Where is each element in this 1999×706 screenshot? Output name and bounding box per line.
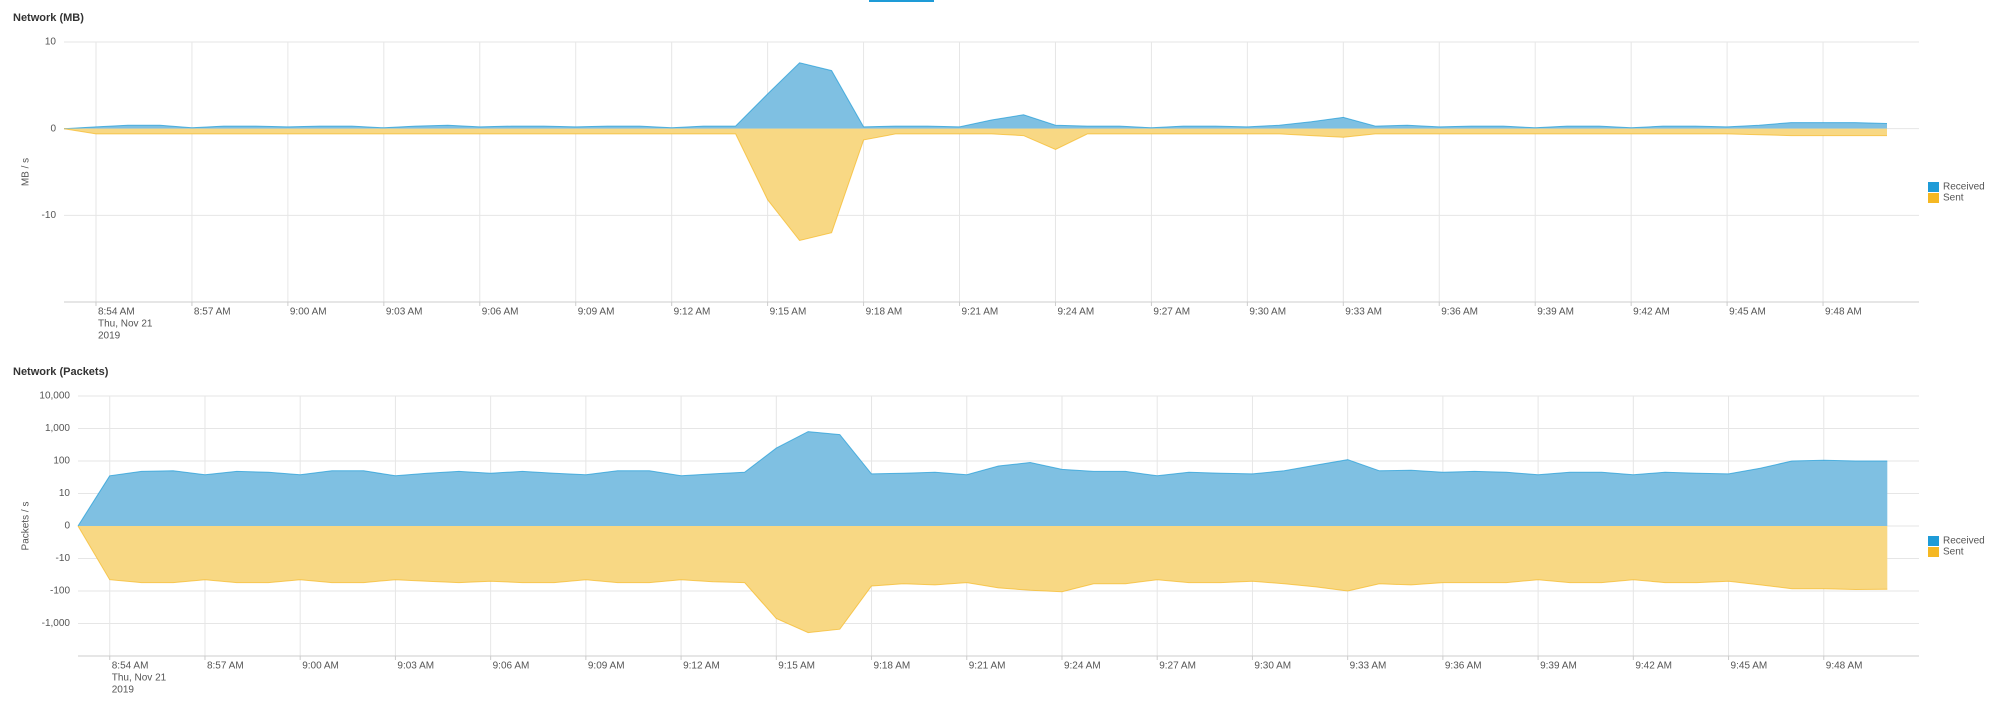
- x-tick-label: 9:36 AM: [1445, 661, 1482, 672]
- area-line: [63, 62, 1888, 130]
- legend-label: Sent: [1943, 193, 1964, 204]
- x-tick-label: 9:30 AM: [1254, 661, 1291, 672]
- x-tick-label: 9:45 AM: [1731, 661, 1768, 672]
- x-tick-label: 9:06 AM: [493, 661, 530, 672]
- x-tick-label: 9:42 AM: [1635, 661, 1672, 672]
- y-tick-label: 10: [59, 488, 71, 499]
- x-tick-label: 9:24 AM: [1057, 307, 1094, 318]
- x-tick-label: 9:48 AM: [1826, 661, 1863, 672]
- x-tick-label: 8:54 AM: [112, 661, 149, 672]
- area: [78, 431, 1888, 526]
- x-tick-label: 9:21 AM: [962, 307, 999, 318]
- legend-swatch: [1928, 182, 1939, 192]
- x-tick-label: 9:42 AM: [1633, 307, 1670, 318]
- y-tick-label: 100: [53, 456, 70, 467]
- tab-indicator: [869, 0, 934, 2]
- legend-label: Received: [1943, 182, 1985, 193]
- y-tick-label: 0: [50, 123, 56, 134]
- area-line: [77, 525, 1888, 634]
- area: [64, 62, 1887, 129]
- x-tick-label: 9:21 AM: [969, 661, 1006, 672]
- x-tick-label: 9:27 AM: [1159, 661, 1196, 672]
- y-tick-label: -10: [56, 553, 71, 564]
- x-tick-label: 9:06 AM: [482, 307, 519, 318]
- x-tick-label: 9:27 AM: [1153, 307, 1190, 318]
- y-tick-label: 0: [64, 521, 70, 532]
- x-tick-label: 9:39 AM: [1537, 307, 1574, 318]
- y-axis-label: MB / s: [21, 158, 32, 186]
- legend-label: Received: [1943, 536, 1985, 547]
- legend-swatch: [1928, 193, 1939, 203]
- x-tick-label: 9:24 AM: [1064, 661, 1101, 672]
- x-tick-label: 9:18 AM: [874, 661, 911, 672]
- x-date-label: Thu, Nov 21: [98, 319, 153, 330]
- x-tick-label: 9:12 AM: [683, 661, 720, 672]
- x-tick-label: 9:00 AM: [302, 661, 339, 672]
- area-line: [63, 128, 1887, 242]
- x-tick-label: 9:00 AM: [290, 307, 327, 318]
- x-tick-label: 8:57 AM: [207, 661, 244, 672]
- x-date-label: 2019: [98, 331, 121, 342]
- x-tick-label: 8:54 AM: [98, 307, 135, 318]
- x-tick-label: 9:15 AM: [770, 307, 807, 318]
- chart-title: Network (MB): [13, 12, 84, 24]
- y-axis-label: Packets / s: [21, 502, 32, 551]
- y-tick-label: 1,000: [45, 423, 70, 434]
- x-tick-label: 8:57 AM: [194, 307, 231, 318]
- legend-swatch: [1928, 536, 1939, 546]
- x-tick-label: 9:12 AM: [674, 307, 711, 318]
- x-tick-label: 9:30 AM: [1249, 307, 1286, 318]
- x-tick-label: 9:15 AM: [778, 661, 815, 672]
- y-tick-label: 10: [45, 37, 57, 48]
- x-date-label: Thu, Nov 21: [112, 673, 167, 684]
- x-tick-label: 9:45 AM: [1729, 307, 1766, 318]
- x-tick-label: 9:39 AM: [1540, 661, 1577, 672]
- chart: Network (Packets) Packets / s 10,000 1,000 1…: [13, 366, 1985, 696]
- x-tick-label: 9:03 AM: [386, 307, 423, 318]
- x-tick-label: 9:09 AM: [588, 661, 625, 672]
- x-tick-label: 9:33 AM: [1350, 661, 1387, 672]
- y-tick-label: -100: [50, 586, 70, 597]
- area: [78, 526, 1888, 633]
- x-tick-label: 9:36 AM: [1441, 307, 1478, 318]
- x-tick-label: 9:18 AM: [866, 307, 903, 318]
- chart-title: Network (Packets): [13, 366, 109, 378]
- legend-swatch: [1928, 547, 1939, 557]
- x-tick-label: 9:03 AM: [397, 661, 434, 672]
- area: [64, 128, 1887, 241]
- y-tick-label: -10: [42, 210, 57, 221]
- area-line: [77, 431, 1888, 527]
- x-tick-label: 9:48 AM: [1825, 307, 1862, 318]
- x-date-label: 2019: [112, 685, 135, 696]
- x-tick-label: 9:09 AM: [578, 307, 615, 318]
- y-tick-label: -1,000: [42, 618, 71, 629]
- x-tick-label: 9:33 AM: [1345, 307, 1382, 318]
- y-tick-label: 10,000: [39, 391, 70, 402]
- legend-label: Sent: [1943, 547, 1964, 558]
